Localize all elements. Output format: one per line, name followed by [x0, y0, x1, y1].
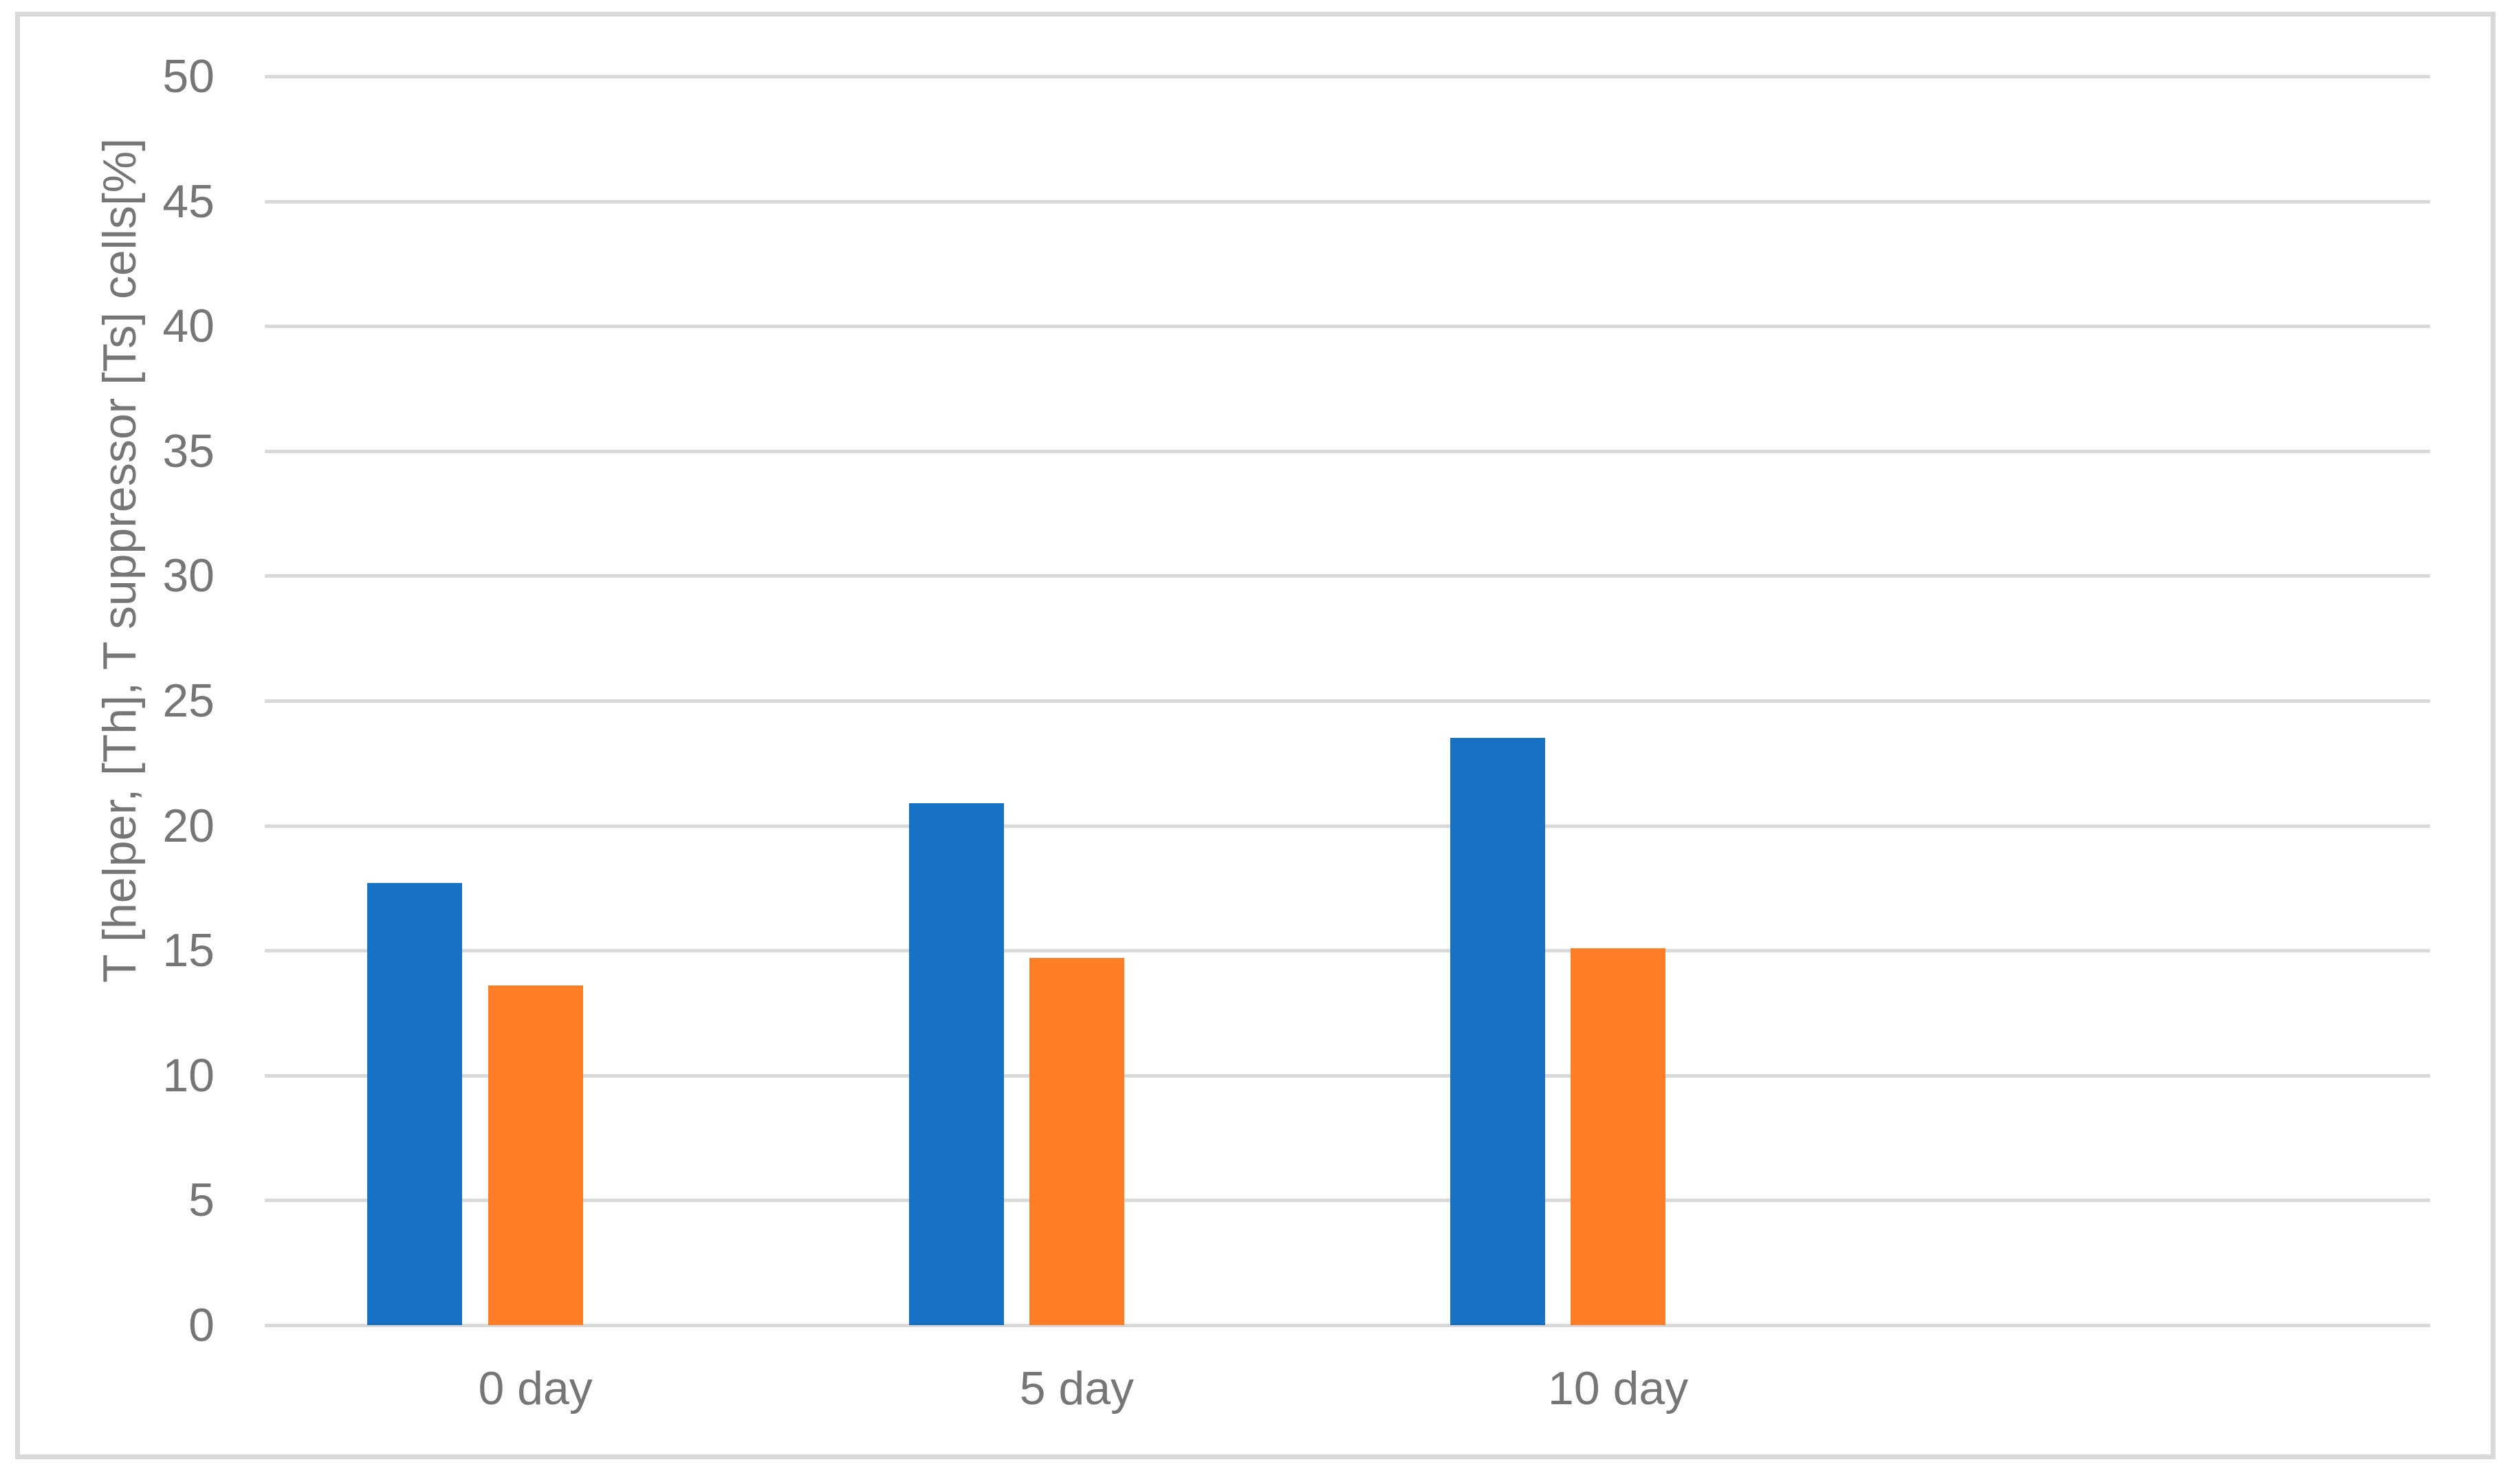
x-category-label-0-day: 0 day — [478, 1362, 593, 1415]
bar-th-10-day — [1450, 738, 1545, 1325]
y-tick-label-15: 15 — [162, 924, 215, 977]
x-category-label-10-day: 10 day — [1548, 1362, 1689, 1415]
y-gridline-45 — [265, 199, 2430, 204]
y-gridline-50 — [265, 75, 2430, 78]
bar-th-5-day — [909, 803, 1004, 1325]
y-tick-label-50: 50 — [162, 50, 215, 102]
x-category-label-5-day: 5 day — [1019, 1362, 1135, 1415]
y-gridline-15 — [265, 949, 2430, 953]
y-gridline-0 — [265, 1324, 2430, 1327]
bar-ts-10-day — [1571, 948, 1665, 1325]
y-tick-label-35: 35 — [162, 424, 215, 477]
y-tick-label-0: 0 — [188, 1299, 215, 1351]
y-gridline-30 — [265, 574, 2430, 578]
y-tick-label-20: 20 — [162, 799, 215, 852]
bar-ts-0-day — [488, 985, 583, 1325]
y-gridline-10 — [265, 1073, 2430, 1078]
y-gridline-25 — [265, 699, 2430, 703]
y-gridline-5 — [265, 1199, 2430, 1203]
y-tick-label-45: 45 — [162, 175, 215, 228]
y-tick-label-5: 5 — [188, 1174, 215, 1227]
y-tick-label-30: 30 — [162, 549, 215, 602]
bar-th-0-day — [367, 883, 462, 1325]
y-tick-label-25: 25 — [162, 675, 215, 727]
y-tick-label-40: 40 — [162, 300, 215, 353]
bar-ts-5-day — [1029, 958, 1124, 1325]
y-gridline-20 — [265, 824, 2430, 828]
y-tick-label-10: 10 — [162, 1049, 215, 1102]
y-gridline-35 — [265, 449, 2430, 453]
y-gridline-40 — [265, 325, 2430, 329]
